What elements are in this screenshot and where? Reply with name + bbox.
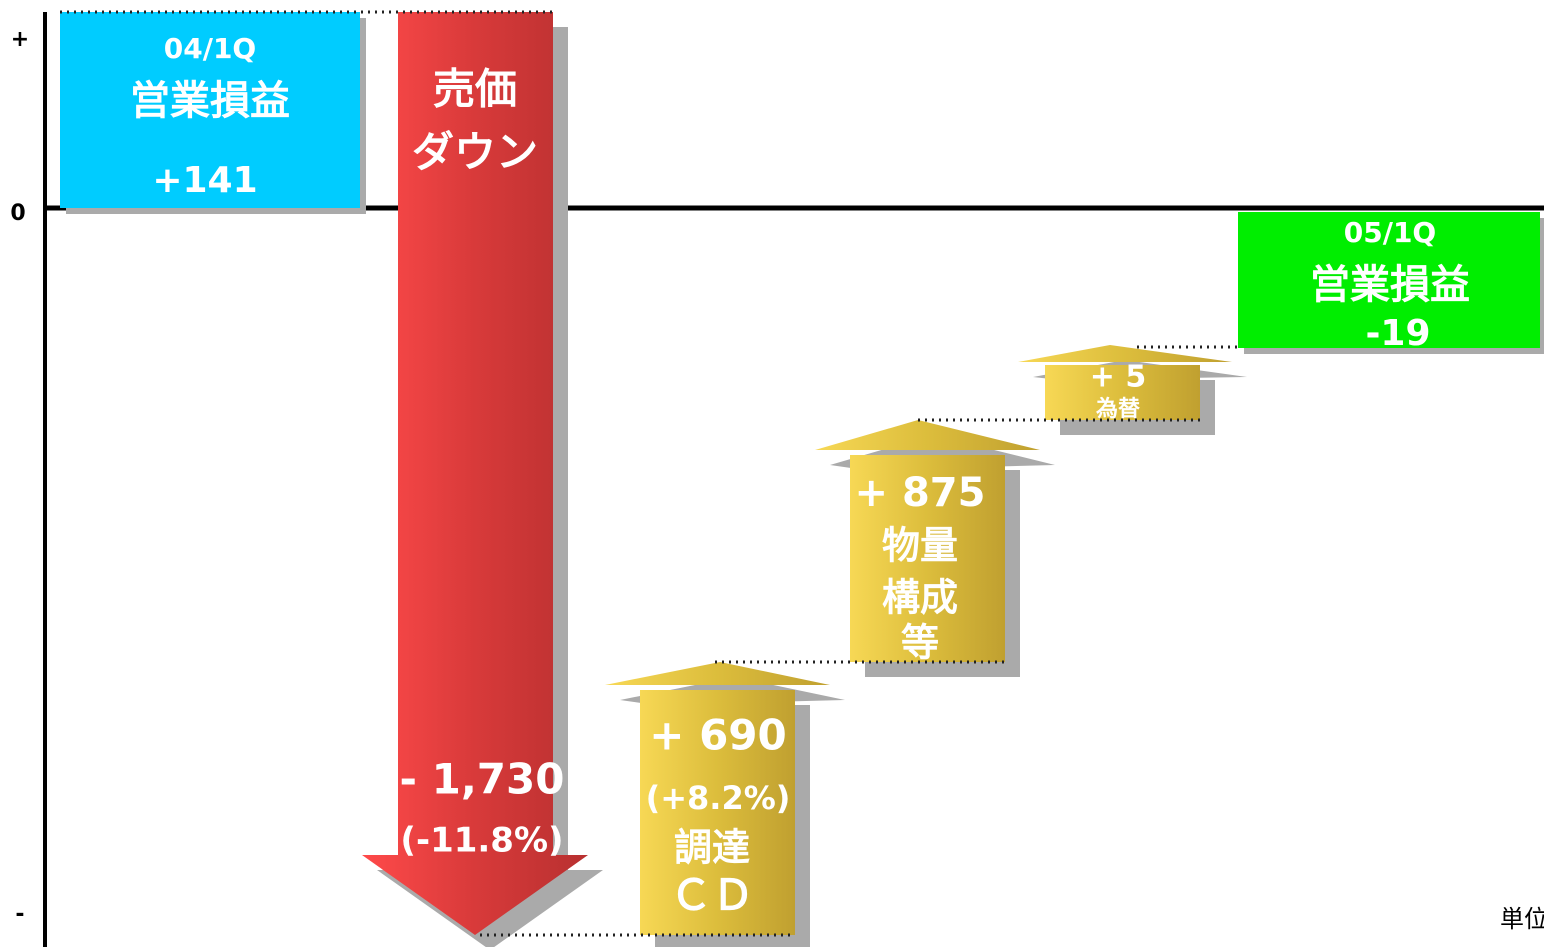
end-value: -19 bbox=[1365, 313, 1430, 354]
fx-arrow bbox=[1045, 365, 1200, 420]
start-box bbox=[60, 12, 360, 208]
start-period: 04/1Q bbox=[164, 32, 256, 65]
step-label: 調達 bbox=[674, 826, 750, 870]
start-label: 営業損益 bbox=[130, 78, 290, 124]
arrow-head bbox=[815, 420, 1040, 450]
step-label: ＣＤ bbox=[670, 871, 754, 920]
arrow-head bbox=[1018, 345, 1232, 362]
step-label: 為替 bbox=[1096, 396, 1140, 422]
price-down-arrow bbox=[362, 12, 588, 935]
step-label: 物量 bbox=[882, 524, 958, 568]
arrow-head bbox=[605, 662, 830, 685]
step-value: + 690 bbox=[649, 711, 786, 760]
procurement-arrow bbox=[640, 690, 795, 935]
end-period: 05/1Q bbox=[1344, 216, 1436, 249]
step-label: 売価 bbox=[433, 65, 517, 114]
unit-label: 単位 bbox=[1500, 905, 1544, 933]
step-value: + 5 bbox=[1090, 360, 1146, 395]
start-value: +141 bbox=[152, 160, 257, 201]
step-label: 構成 bbox=[882, 576, 958, 620]
end-label: 営業損益 bbox=[1310, 262, 1470, 308]
axis-plus: + bbox=[11, 27, 29, 52]
step-rate: (-11.8%) bbox=[400, 821, 563, 861]
step-value: + 875 bbox=[855, 470, 986, 516]
end-box bbox=[1238, 212, 1540, 348]
step-rate: (+8.2%) bbox=[646, 779, 791, 817]
step-label: ダウン bbox=[412, 128, 538, 177]
axis-minus: - bbox=[15, 902, 24, 927]
step-value: - 1,730 bbox=[400, 755, 565, 804]
axis-zero: 0 bbox=[10, 201, 25, 226]
step-label: 等 bbox=[901, 621, 939, 665]
volume-arrow bbox=[850, 455, 1005, 662]
